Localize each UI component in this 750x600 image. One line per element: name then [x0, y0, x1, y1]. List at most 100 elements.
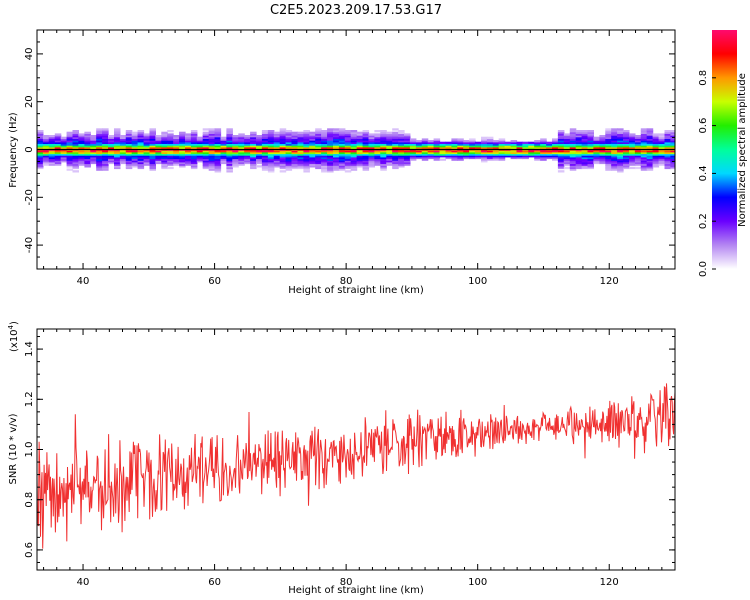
- heatmap-cell: [504, 151, 512, 155]
- heatmap-cell: [475, 146, 482, 150]
- heatmap-cell: [421, 155, 429, 158]
- heatmap-cell: [617, 131, 624, 134]
- heatmap-cell: [315, 145, 322, 148]
- heatmap-cell: [196, 145, 204, 148]
- heatmap-cell: [102, 158, 109, 161]
- heatmap-cell: [510, 141, 518, 144]
- heatmap-cell: [492, 146, 500, 150]
- heatmap-cell: [214, 153, 222, 156]
- heatmap-cell: [173, 136, 180, 139]
- heatmap-cell: [285, 135, 293, 138]
- heatmap-cell: [652, 160, 660, 163]
- heatmap-cell: [333, 140, 340, 143]
- heatmap-cell: [202, 133, 210, 136]
- heatmap-cell: [398, 141, 405, 144]
- x-tick-label: 60: [208, 577, 221, 588]
- heatmap-cell: [664, 146, 671, 150]
- heatmap-cell: [256, 136, 263, 139]
- heatmap-cell: [66, 146, 74, 150]
- heatmap-cell: [587, 160, 594, 163]
- heatmap-cell: [149, 138, 156, 141]
- heatmap-cell: [261, 145, 269, 148]
- heatmap-cell: [96, 166, 103, 170]
- heatmap-cell: [226, 161, 233, 165]
- heatmap-cell: [386, 153, 393, 156]
- heatmap-cell: [321, 146, 328, 150]
- heatmap-cell: [498, 140, 506, 143]
- heatmap-cell: [54, 150, 62, 153]
- heatmap-cell: [415, 153, 423, 156]
- heatmap-cell: [629, 153, 636, 156]
- heatmap-cell: [481, 143, 488, 146]
- heatmap-cell: [185, 158, 192, 161]
- heatmap-cell: [504, 150, 512, 153]
- heatmap-cell: [214, 131, 222, 134]
- heatmap-cell: [481, 150, 488, 153]
- heatmap-cell: [664, 151, 671, 155]
- heatmap-cell: [279, 133, 287, 136]
- heatmap-cell: [303, 146, 310, 150]
- heatmap-cell: [119, 158, 127, 161]
- snr-scale-note: (x104): [7, 321, 20, 352]
- heatmap-cell: [368, 155, 375, 158]
- heatmap-cell: [90, 140, 97, 143]
- heatmap-cell: [78, 140, 85, 143]
- heatmap-cell: [232, 136, 239, 139]
- heatmap-cell: [646, 165, 654, 168]
- heatmap-cell: [350, 160, 358, 163]
- heatmap-cell: [161, 138, 168, 141]
- heatmap-cell: [486, 145, 494, 148]
- heatmap-cell: [303, 168, 310, 171]
- heatmap-cell: [155, 135, 162, 138]
- heatmap-cell: [344, 151, 352, 155]
- heatmap-cell: [469, 151, 476, 155]
- heatmap-cell: [149, 135, 156, 138]
- heatmap-cell: [108, 161, 115, 165]
- heatmap-cell: [640, 136, 648, 139]
- heatmap-cell: [315, 140, 322, 143]
- heatmap-cell: [196, 151, 204, 155]
- heatmap-cell: [137, 143, 145, 146]
- heatmap-cell: [457, 140, 464, 143]
- heatmap-cell: [362, 138, 370, 141]
- heatmap-cell: [114, 130, 121, 133]
- heatmap-cell: [593, 140, 600, 143]
- heatmap-cell: [149, 151, 156, 155]
- heatmap-cell: [634, 143, 642, 146]
- heatmap-cell: [309, 141, 316, 144]
- heatmap-cell: [617, 130, 624, 133]
- heatmap-cell: [267, 138, 275, 141]
- heatmap-cell: [226, 145, 233, 148]
- heatmap-cell: [256, 146, 263, 150]
- heatmap-cell: [457, 141, 464, 144]
- heatmap-cell: [291, 163, 298, 166]
- heatmap-cell: [321, 165, 328, 168]
- heatmap-cell: [404, 136, 411, 139]
- heatmap-cell: [131, 165, 139, 168]
- heatmap-cell: [646, 138, 654, 141]
- heatmap-cell: [368, 150, 375, 153]
- heatmap-cell: [457, 156, 464, 160]
- heatmap-cell: [78, 150, 85, 153]
- heatmap-cell: [356, 140, 364, 143]
- heatmap-cell: [48, 143, 56, 146]
- spectrogram-cells: [37, 128, 675, 173]
- heatmap-cell: [445, 143, 452, 146]
- heatmap-cell: [315, 156, 322, 160]
- heatmap-cell: [232, 163, 239, 166]
- heatmap-cell: [190, 131, 198, 134]
- heatmap-cell: [285, 146, 293, 150]
- heatmap-cell: [202, 146, 210, 150]
- heatmap-cell: [208, 138, 216, 141]
- heatmap-cell: [173, 143, 180, 146]
- heatmap-cell: [652, 165, 660, 168]
- heatmap-cell: [84, 138, 91, 141]
- heatmap-cell: [569, 158, 577, 161]
- heatmap-cell: [60, 143, 68, 146]
- heatmap-cell: [599, 155, 606, 158]
- heatmap-cell: [202, 138, 210, 141]
- heatmap-cell: [404, 140, 411, 143]
- heatmap-cell: [102, 165, 109, 168]
- x-tick-label: 40: [77, 276, 90, 287]
- heatmap-cell: [279, 163, 287, 166]
